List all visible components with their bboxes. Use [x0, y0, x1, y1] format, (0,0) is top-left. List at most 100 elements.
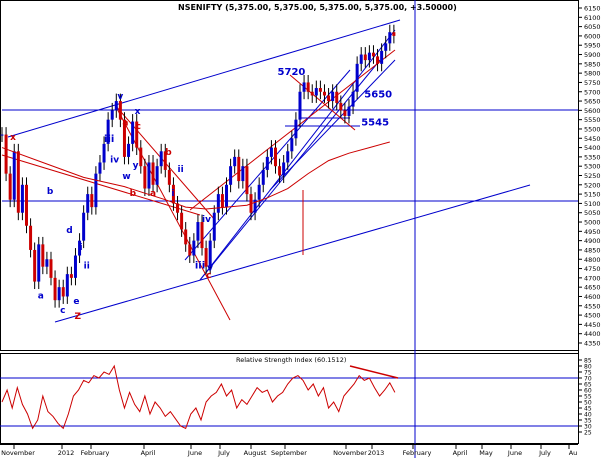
y-tick-label: 4600: [584, 293, 601, 301]
price-bar-body: [86, 194, 90, 213]
price-bar-body: [355, 63, 359, 92]
price-bar-body: [184, 229, 188, 245]
price-bar-body: [237, 156, 241, 182]
x-tick-label: June: [507, 449, 522, 457]
price-series: [0, 24, 396, 308]
price-bar-body: [139, 147, 143, 167]
price-bar-body: [61, 287, 65, 297]
trendline: [199, 59, 381, 281]
price-bar-body: [151, 162, 155, 185]
price-bar-body: [363, 54, 367, 61]
y-tick-label: 5000: [584, 219, 601, 227]
x-tick-label: April: [141, 449, 156, 457]
trendline: [189, 49, 396, 211]
y-tick-label: 4500: [584, 312, 601, 320]
y-tick-label: 4800: [584, 256, 601, 264]
price-bar-body: [94, 173, 98, 208]
price-bar-body: [155, 166, 159, 185]
wave-label: v: [207, 263, 213, 273]
y-tick-label: 6150: [584, 5, 601, 13]
price-bar-body: [73, 255, 77, 278]
price-bar-body: [135, 121, 139, 148]
wave-label: ii: [178, 165, 184, 175]
moving-average-series: [1, 141, 390, 210]
price-bar-body: [114, 101, 118, 111]
wave-label: d: [66, 226, 72, 236]
price-bar-body: [359, 54, 363, 64]
price-bar-body: [384, 43, 388, 51]
trendline: [1, 154, 201, 216]
y-tick-label: 4350: [584, 340, 601, 348]
price-bar-body: [306, 82, 310, 92]
price-bar-body: [380, 50, 384, 64]
wave-label: iii: [195, 261, 205, 272]
x-tick-label: Au: [569, 449, 578, 457]
wave-label: x: [135, 107, 141, 117]
y-tick-label: 5450: [584, 135, 601, 143]
price-bar-body: [278, 166, 282, 176]
price-bar-body: [331, 91, 335, 102]
wave-label: c: [206, 271, 211, 281]
y-tick-label: 5950: [584, 42, 601, 50]
price-bar-body: [351, 91, 355, 107]
price-bar-body: [294, 119, 298, 139]
price-bar-body: [257, 184, 261, 200]
x-tick-label: 2013: [368, 449, 385, 457]
wave-label: b: [165, 148, 172, 158]
price-bar-body: [253, 199, 257, 213]
y-tick-label: 4750: [584, 265, 601, 273]
x-tick-label: April: [453, 449, 468, 457]
price-bar-body: [78, 240, 82, 256]
rsi-y-tick-label: 50: [584, 400, 592, 407]
wave-label: iv: [202, 215, 211, 225]
price-bar-body: [163, 151, 167, 170]
price-bar-body: [41, 244, 45, 267]
price-bar-body: [167, 169, 171, 185]
price-bar-body: [45, 259, 49, 267]
price-bar-body: [110, 110, 114, 120]
trendline: [54, 184, 531, 323]
y-tick-label: 5600: [584, 107, 601, 115]
price-bar-body: [367, 52, 371, 61]
price-bar-body: [16, 151, 20, 213]
price-bar-body: [0, 134, 4, 136]
y-tick-label: 6050: [584, 23, 601, 31]
y-tick-label: 5650: [584, 98, 601, 106]
x-tick-label: November: [1, 449, 35, 457]
price-bar-body: [376, 56, 380, 64]
price-bar-body: [131, 121, 135, 144]
price-bar-body: [220, 194, 224, 208]
price-bar-body: [273, 147, 277, 167]
price-bar-body: [98, 162, 102, 174]
rsi-y-tick-label: 40: [584, 412, 592, 419]
price-bar-body: [245, 166, 249, 195]
wave-label: 5650: [364, 89, 392, 100]
y-tick-label: 5050: [584, 209, 601, 217]
rsi-y-tick-label: 45: [584, 406, 592, 413]
y-tick-label: 5200: [584, 181, 601, 189]
price-bar-body: [310, 91, 314, 96]
rsi-y-tick-label: 85: [584, 358, 592, 365]
wave-label: b: [47, 187, 54, 197]
moving-average-line: [1, 141, 390, 210]
wave-label: v: [117, 92, 123, 102]
y-tick-label: 5350: [584, 153, 601, 161]
x-tick-label: July: [538, 449, 551, 457]
price-bar-body: [241, 166, 245, 182]
trendline: [7, 19, 401, 138]
rsi-y-tick-label: 25: [584, 430, 592, 437]
y-tick-label: 5900: [584, 51, 601, 59]
rsi-y-tick-label: 60: [584, 388, 592, 395]
y-tick-label: 5400: [584, 144, 601, 152]
price-bar-body: [282, 162, 286, 176]
wave-label: i: [171, 189, 174, 199]
price-bar-body: [12, 151, 16, 200]
y-tick-label: 5700: [584, 88, 601, 96]
wave-label: a: [38, 291, 44, 301]
price-bar-body: [188, 244, 192, 256]
y-tick-label: 5850: [584, 60, 601, 68]
x-tick-label: November: [333, 449, 367, 457]
time-x-axis: November 2012 February April June July August S…: [0, 444, 578, 457]
